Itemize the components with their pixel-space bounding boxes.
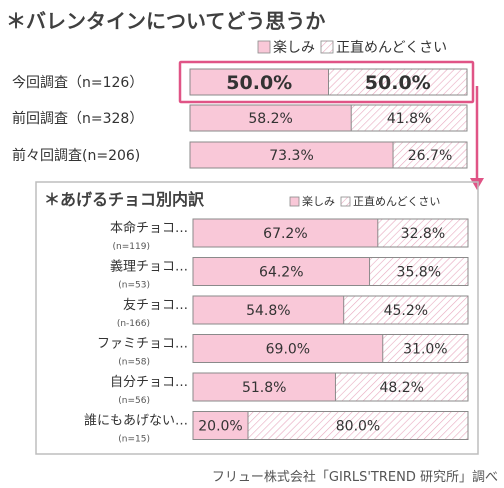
bar-segment-hassle: [393, 142, 467, 168]
data-label-hassle: 31.0%: [403, 342, 447, 358]
category-label: 自分チョコ…: [110, 375, 188, 390]
arrow-head: [470, 178, 484, 190]
bar-outline: [192, 257, 469, 286]
category-label: 本命チョコ…: [110, 220, 188, 236]
bar-outline: [192, 218, 469, 248]
legend-label-hassle: 正直めんどくさい: [336, 39, 447, 56]
data-label-hassle: 32.8%: [401, 226, 445, 242]
data-label-hassle: 80.0%: [336, 419, 380, 435]
breakdown-panel: [35, 181, 479, 455]
data-label-enjoy: 58.2%: [248, 111, 292, 127]
bar-segment-hassle: [377, 219, 468, 247]
bar-segment-enjoy: [193, 219, 378, 247]
category-sample-size: (n-166): [117, 319, 150, 329]
bar-segment-hassle: [248, 411, 468, 440]
bar-outline: [192, 295, 469, 325]
legend-label-enjoy: 楽しみ: [273, 40, 315, 56]
data-label-hassle: 45.2%: [384, 303, 428, 319]
data-label-enjoy: 67.2%: [263, 226, 307, 242]
bar-segment-enjoy: [193, 296, 344, 324]
bar-segment-enjoy: [190, 142, 394, 168]
bar-outline: [192, 372, 469, 402]
bar-segment-enjoy: [193, 373, 336, 401]
bar-segment-enjoy: [193, 411, 248, 440]
data-label-hassle: 35.8%: [397, 265, 441, 281]
category-label: 今回調査（n=126）: [12, 75, 143, 91]
bar-segment-hassle: [328, 69, 467, 95]
category-sample-size: (n=119): [113, 242, 150, 252]
bar-outline: [189, 141, 468, 169]
bar-segment-hassle: [343, 296, 468, 324]
data-label-hassle: 41.8%: [387, 111, 431, 127]
category-sample-size: (n=53): [118, 281, 150, 291]
bar-segment-enjoy: [190, 105, 352, 131]
data-label-hassle: 50.0%: [365, 72, 431, 94]
data-label-hassle: 48.2%: [379, 380, 423, 396]
bar-segment-hassle: [335, 373, 468, 401]
current-survey-highlight: [178, 60, 475, 104]
legend-label-enjoy: 楽しみ: [302, 195, 335, 208]
bar-outline: [192, 334, 469, 363]
bar-segment-hassle: [351, 105, 467, 131]
category-label: 誰にもあげない…: [84, 413, 188, 429]
data-label-hassle: 26.7%: [408, 148, 452, 164]
category-label: 前回調査（n=328）: [12, 110, 143, 127]
category-label: ファミチョコ…: [97, 337, 188, 352]
category-sample-size: (n=56): [118, 396, 150, 406]
bar-segment-hassle: [382, 334, 468, 363]
data-label-enjoy: 73.3%: [269, 148, 313, 164]
category-sample-size: (n=15): [118, 435, 150, 445]
chart-title: ＊バレンタインについてどう思うか: [6, 9, 325, 33]
bar-segment-enjoy: [193, 257, 370, 286]
category-label: 友チョコ…: [123, 297, 188, 313]
category-label: 義理チョコ…: [110, 259, 188, 275]
data-label-enjoy: 51.8%: [242, 380, 286, 396]
category-sample-size: (n=58): [118, 358, 150, 368]
legend-swatch-enjoy: [257, 40, 271, 54]
legend-label-hassle: 正直めんどくさい: [353, 194, 440, 208]
data-label-enjoy: 20.0%: [198, 419, 242, 435]
data-label-enjoy: 69.0%: [266, 342, 310, 358]
breakdown-title: ＊あげるチョコ別内訳: [44, 190, 205, 209]
bar-segment-enjoy: [190, 69, 329, 95]
bar-segment-enjoy: [193, 334, 383, 363]
legend-swatch-hassle: [320, 40, 334, 54]
legend-swatch-hassle: [340, 196, 351, 207]
data-label-enjoy: 64.2%: [259, 265, 303, 281]
data-label-enjoy: 54.8%: [246, 303, 290, 319]
legend-swatch-enjoy: [289, 196, 300, 207]
category-label: 前々回調査(n=206): [12, 147, 140, 164]
data-label-enjoy: 50.0%: [226, 72, 292, 94]
bar-outline: [192, 411, 469, 440]
source-credit: フリュー株式会社「GIRLS'TREND 研究所」調べ: [212, 469, 498, 485]
bar-segment-hassle: [369, 257, 468, 286]
bar-outline: [189, 104, 468, 132]
